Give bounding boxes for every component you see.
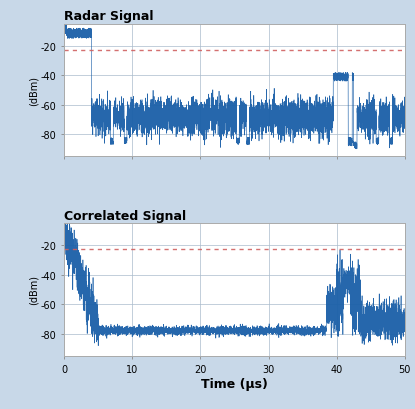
Text: Radar Signal: Radar Signal [64,10,154,23]
Y-axis label: (dBm): (dBm) [29,274,39,305]
X-axis label: Time (μs): Time (μs) [201,377,268,390]
Text: Correlated Signal: Correlated Signal [64,209,186,222]
Y-axis label: (dBm): (dBm) [29,76,39,106]
